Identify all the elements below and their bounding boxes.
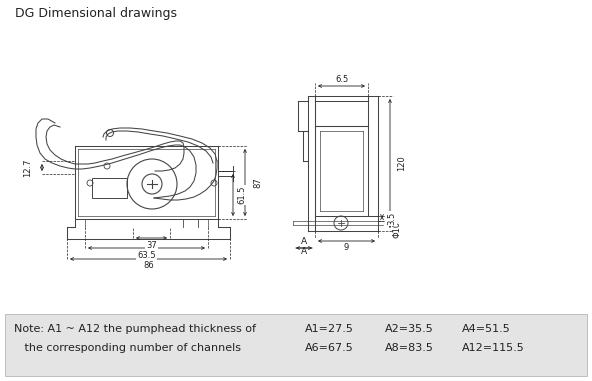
Text: 87: 87	[253, 177, 262, 188]
Text: 61.5: 61.5	[237, 186, 246, 204]
Bar	[92, 178, 127, 198]
Bar	[5, 314, 587, 376]
Text: A4=51.5: A4=51.5	[462, 324, 511, 334]
Text: 63.5: 63.5	[137, 250, 156, 259]
Text: Φ10: Φ10	[392, 221, 401, 238]
Text: 12.7: 12.7	[24, 158, 33, 177]
Text: 86: 86	[143, 261, 154, 271]
Text: 9: 9	[344, 243, 349, 253]
Text: A: A	[301, 247, 307, 256]
Text: A6=67.5: A6=67.5	[305, 343, 354, 353]
Text: A2=35.5: A2=35.5	[385, 324, 434, 334]
Text: DG Dimensional drawings: DG Dimensional drawings	[15, 7, 177, 20]
Text: A12=115.5: A12=115.5	[462, 343, 525, 353]
Text: 6.5: 6.5	[335, 75, 348, 83]
Text: 120: 120	[397, 155, 407, 171]
Text: A1=27.5: A1=27.5	[305, 324, 354, 334]
Text: 3.5: 3.5	[388, 212, 397, 225]
Text: the corresponding number of channels: the corresponding number of channels	[14, 343, 241, 353]
Text: A8=83.5: A8=83.5	[385, 343, 434, 353]
Text: 37: 37	[146, 240, 157, 250]
Text: Note: A1 ~ A12 the pumphead thickness of: Note: A1 ~ A12 the pumphead thickness of	[14, 324, 256, 334]
Text: A: A	[301, 237, 307, 245]
